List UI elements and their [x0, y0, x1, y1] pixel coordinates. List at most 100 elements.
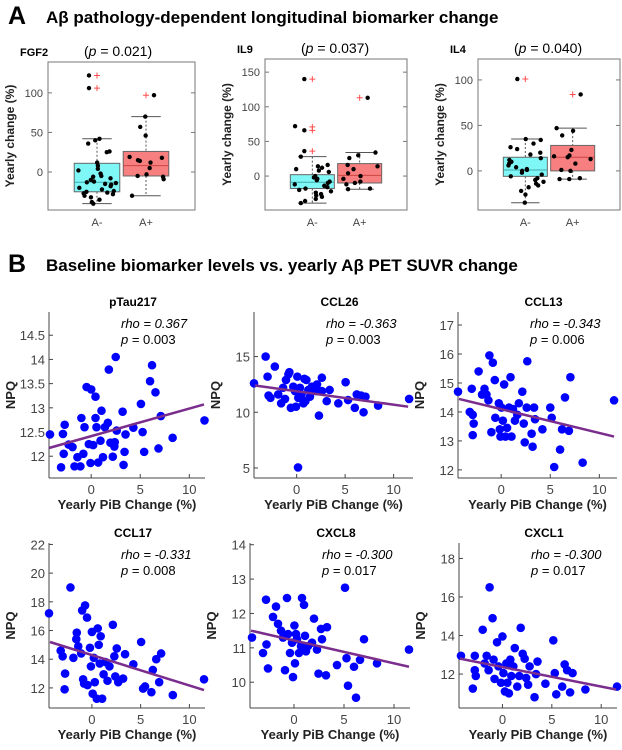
data-point — [496, 678, 506, 688]
data-point — [292, 182, 297, 187]
data-point — [302, 128, 307, 133]
p-symbol: p — [518, 40, 527, 56]
data-point — [84, 180, 90, 185]
data-point — [129, 193, 135, 198]
data-point — [342, 653, 351, 663]
p-value: = 0.017 — [538, 563, 585, 578]
data-point — [108, 176, 113, 181]
y-tick-label: 16 — [31, 624, 45, 639]
data-point — [136, 637, 146, 647]
data-point — [549, 636, 558, 645]
chart-title: CCL17 — [114, 526, 152, 540]
data-point — [490, 413, 500, 423]
data-point — [258, 648, 268, 658]
outlier-marker — [522, 76, 529, 83]
data-point — [565, 155, 570, 160]
data-point — [524, 167, 530, 173]
data-point — [92, 422, 101, 432]
outlier-marker — [569, 91, 576, 98]
y-tick-label: 13 — [440, 434, 454, 449]
y-axis-label: NPQ — [413, 611, 428, 639]
data-point — [373, 150, 378, 155]
y-axis-label: NPQ — [3, 611, 18, 639]
data-point — [73, 642, 83, 651]
data-point — [545, 403, 555, 412]
y-tick-label: 0 — [467, 166, 473, 178]
data-point — [340, 583, 350, 592]
x-tick-label: 5 — [137, 712, 144, 727]
data-point — [319, 194, 325, 200]
data-point — [551, 154, 557, 159]
chart-title: FGF2 — [20, 47, 48, 59]
x-tick-label: 10 — [387, 712, 401, 727]
rho-label: rho = -0.363 — [326, 316, 397, 331]
data-point — [515, 76, 520, 82]
data-point — [86, 662, 96, 671]
data-point — [138, 427, 147, 437]
y-tick-label: 14 — [440, 405, 454, 420]
data-point — [110, 652, 119, 661]
p-value: = 0.021) — [96, 43, 152, 59]
data-point — [268, 612, 278, 622]
data-point — [507, 432, 516, 441]
data-point — [295, 383, 305, 393]
data-point — [143, 114, 148, 119]
data-point — [581, 685, 590, 694]
data-point — [293, 166, 299, 172]
data-point — [302, 148, 307, 154]
data-point — [487, 427, 496, 437]
data-point — [80, 601, 90, 610]
data-point — [468, 430, 478, 440]
data-point — [90, 174, 96, 179]
data-point — [508, 145, 513, 150]
data-point — [151, 93, 157, 98]
data-point — [568, 168, 573, 174]
panel-b-letter: B — [8, 250, 27, 278]
p-value: = 0.003 — [333, 332, 380, 347]
y-tick-label: 50 — [31, 127, 43, 139]
data-point — [344, 182, 349, 187]
outlier-marker — [309, 148, 316, 155]
data-point — [121, 430, 130, 439]
data-point — [332, 660, 342, 670]
data-point — [341, 377, 350, 387]
y-tick-label: 14 — [31, 352, 45, 367]
data-point — [120, 447, 129, 457]
data-point — [559, 133, 565, 138]
data-point — [538, 155, 544, 161]
data-point — [95, 166, 101, 172]
p-symbol: p — [120, 563, 128, 578]
data-point — [359, 634, 369, 644]
y-tick-label: 0 — [37, 167, 43, 179]
data-point — [499, 380, 509, 389]
data-point — [56, 463, 66, 472]
chart-title: CCL26 — [320, 295, 358, 309]
panel-a-letter: A — [8, 2, 27, 30]
x-tick-label: 5 — [137, 482, 144, 497]
x-tick-label: A+ — [139, 217, 153, 229]
data-point — [525, 662, 534, 671]
p-symbol: p — [305, 40, 314, 56]
data-point — [489, 655, 498, 664]
data-point — [495, 425, 505, 434]
data-point — [498, 632, 507, 641]
x-tick-label: 10 — [182, 712, 196, 727]
data-point — [85, 643, 95, 653]
p-symbol: p — [530, 563, 538, 578]
y-tick-label: 5 — [243, 461, 250, 476]
data-point — [98, 452, 108, 462]
data-point — [60, 685, 69, 694]
panel-a-title: Aβ pathology-dependent longitudinal biom… — [46, 8, 499, 27]
y-tick-label: 12 — [232, 606, 246, 621]
data-point — [404, 645, 414, 654]
data-point — [97, 136, 102, 141]
data-point — [91, 179, 97, 184]
data-point — [147, 687, 156, 697]
p-prefix: ( — [301, 40, 306, 56]
data-point — [97, 197, 102, 202]
outlier-marker — [94, 72, 100, 79]
data-point — [508, 174, 513, 179]
p-value-label: p = 0.003 — [120, 332, 176, 347]
data-point — [522, 356, 532, 366]
p-value: = 0.037) — [313, 40, 369, 56]
